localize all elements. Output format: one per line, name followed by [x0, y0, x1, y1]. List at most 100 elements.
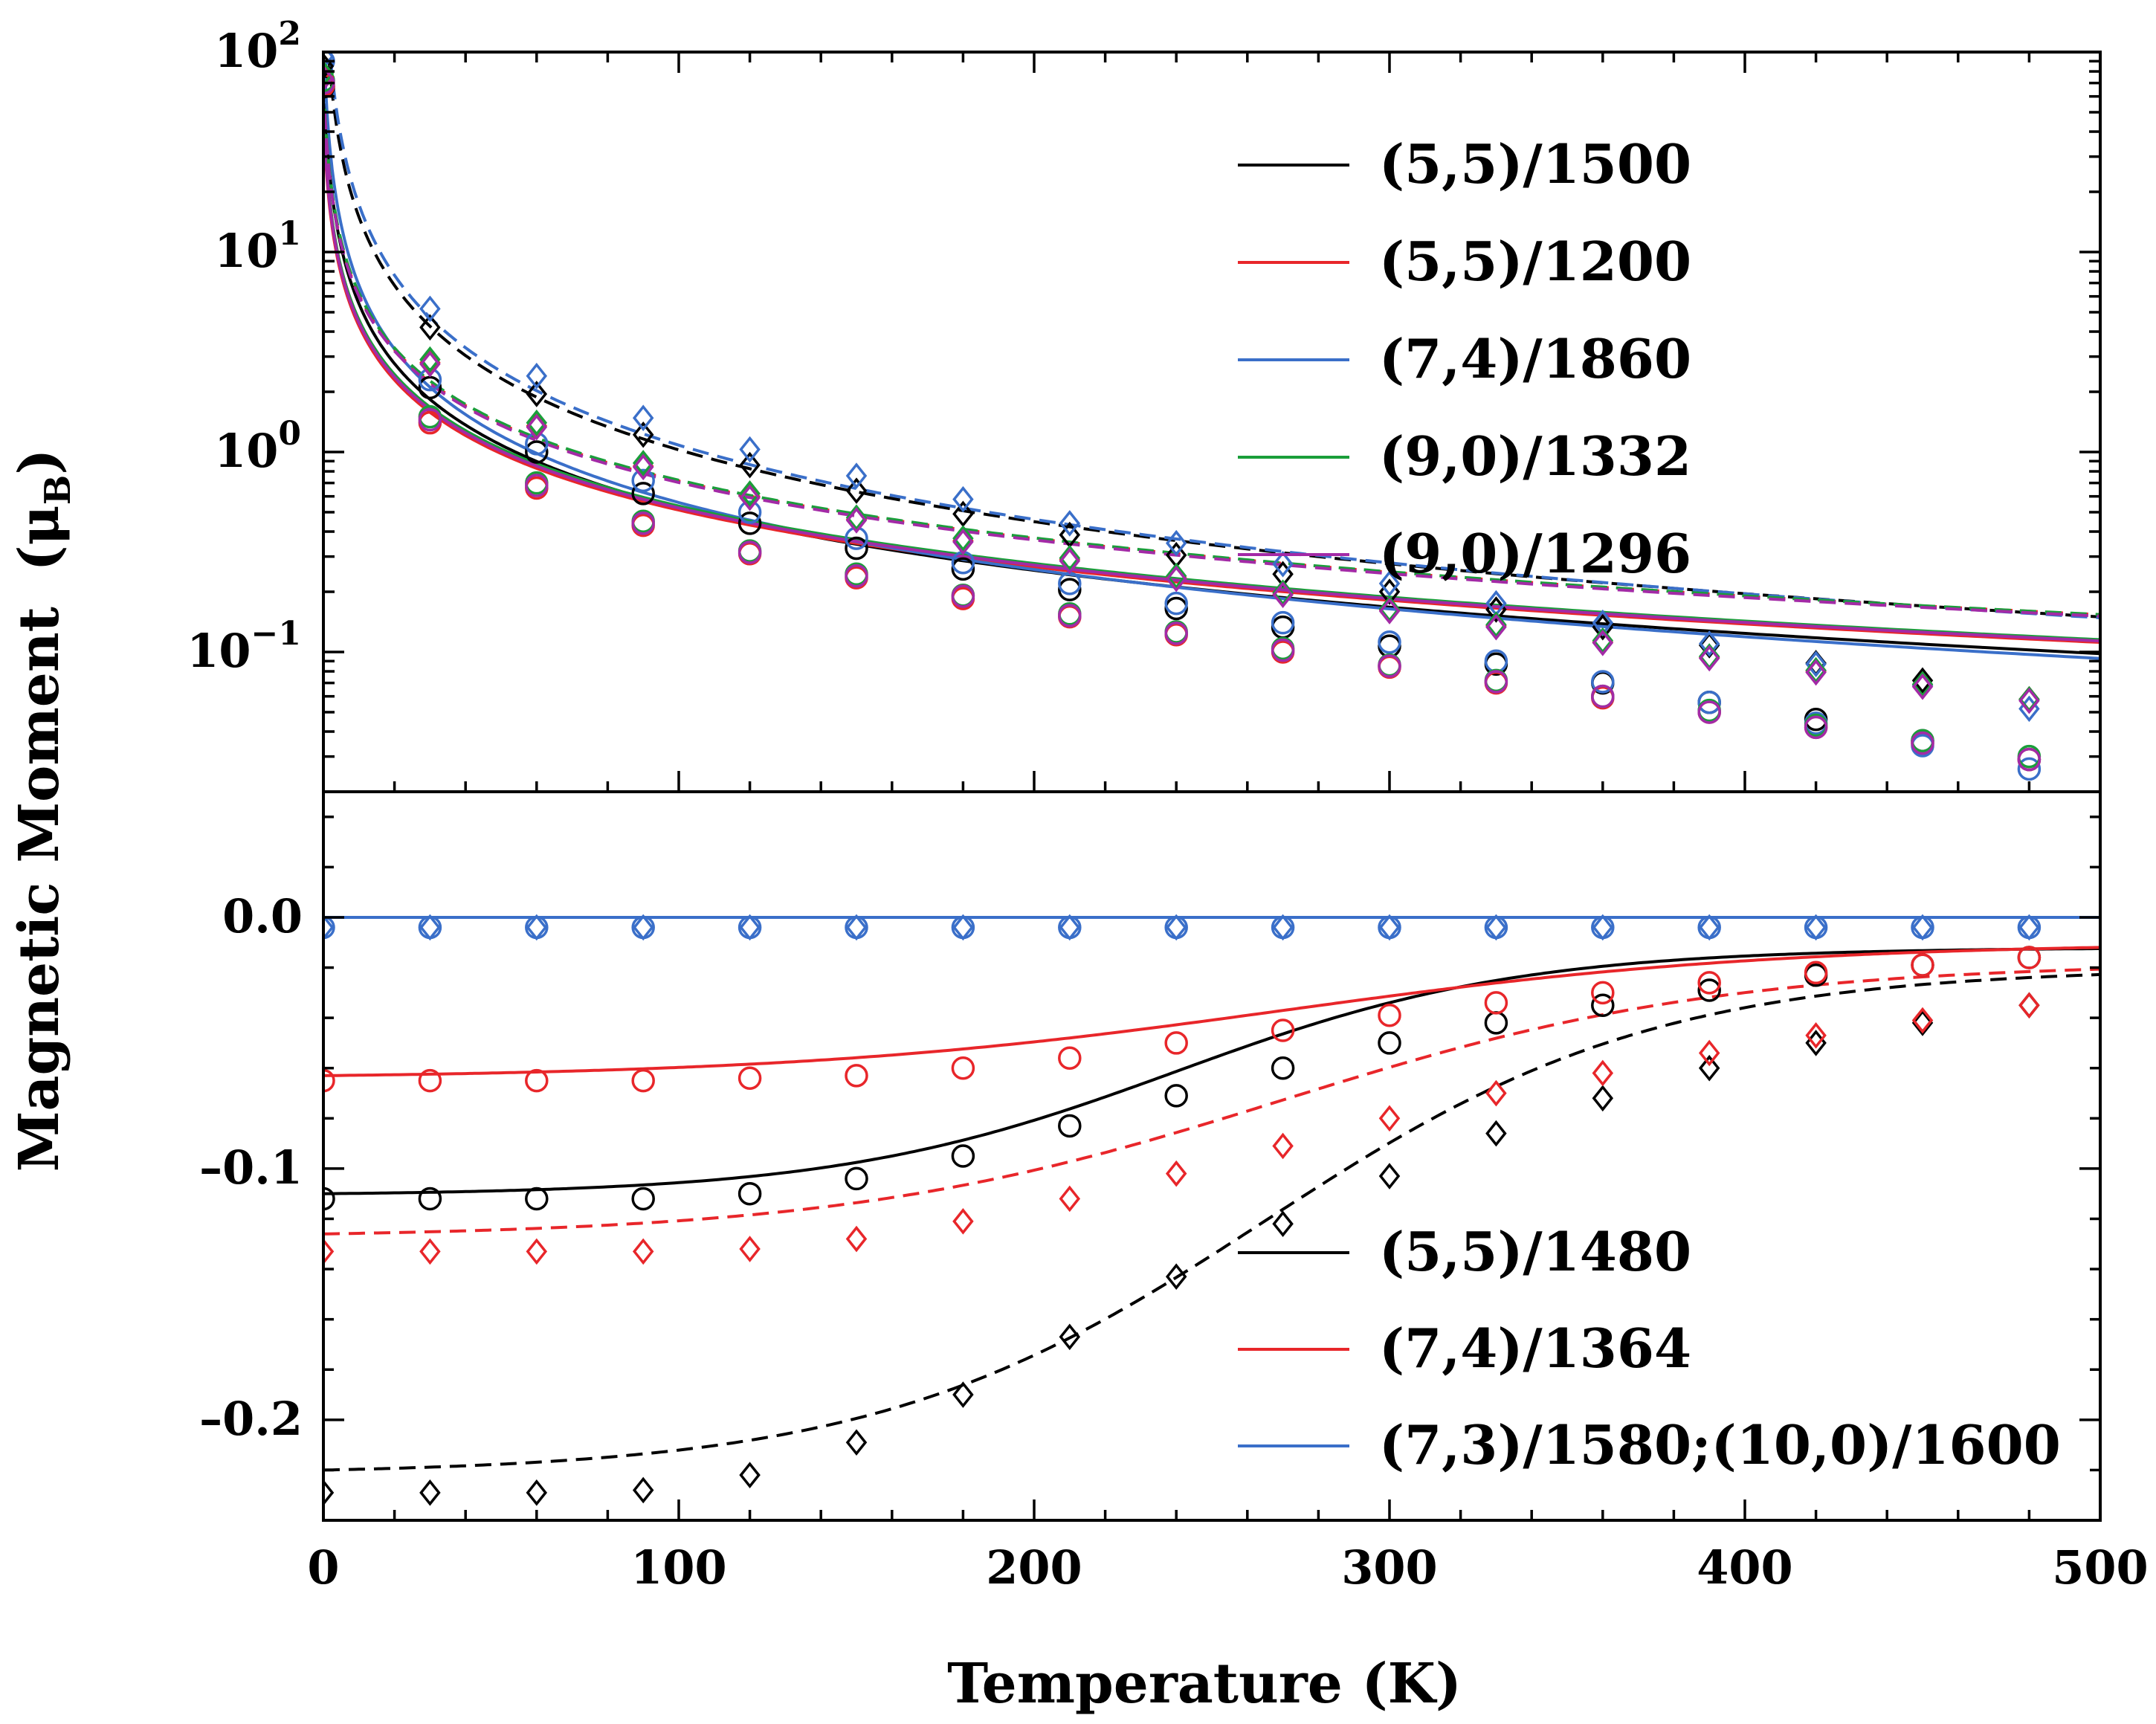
top-marker-8-10 [1378, 595, 1401, 622]
bottom-marker-4-10-1 [1378, 914, 1401, 941]
top-marker-9-3 [632, 453, 654, 481]
top-marker-8-2 [526, 409, 548, 436]
xtick-label-2: 200 [986, 1540, 1082, 1595]
top-marker-2-4 [738, 500, 762, 524]
bottom-curve-0 [323, 947, 2100, 1195]
top-curve-1 [323, 144, 2100, 644]
bottom-marker-0-5-0 [845, 1166, 868, 1191]
bottom-marker-4-12-1 [1592, 914, 1614, 941]
top-marker-9-0 [323, 65, 335, 91]
top-marker-2-16 [2017, 757, 2042, 781]
top-marker-8-11 [1485, 611, 1507, 639]
bottom-marker-3-12-0 [1592, 1059, 1614, 1087]
top-ytick-base: 10 [187, 624, 251, 678]
y-axis-title-text: Magnetic Moment [7, 607, 71, 1172]
bottom-marker-0-11-0 [1484, 1011, 1508, 1035]
bottom-marker-4-6-1 [952, 914, 974, 941]
bottom-marker-1-9-0 [1271, 1018, 1295, 1042]
top-curve-4 [323, 140, 2100, 643]
bottom-marker-3-5-0 [845, 1225, 868, 1253]
top-marker-7-5 [845, 462, 868, 489]
bottom-marker-0-13-0 [1697, 978, 1721, 1002]
top-marker-4-2 [525, 474, 549, 497]
top-marker-9-10 [1378, 598, 1401, 624]
top-ytick-base: 10 [214, 24, 278, 78]
top-ytick-exp: 1 [278, 215, 301, 253]
bottom-marker-0-12-0 [1591, 993, 1615, 1017]
bottom-marker-4-14-1 [1805, 914, 1827, 941]
bottom-marker-0-7-0 [1058, 1114, 1082, 1138]
bottom-marker-1-2-0 [525, 1068, 549, 1093]
bottom-marker-3-4-0 [739, 1236, 761, 1262]
top-marker-0-6 [951, 557, 975, 581]
bottom-marker-3-10-0 [1378, 1105, 1401, 1132]
bottom-marker-0-3-0 [631, 1187, 655, 1211]
top-marker-9-2 [526, 413, 548, 441]
top-marker-5-5 [845, 477, 868, 504]
top-marker-9-1 [419, 351, 441, 378]
bottom-marker-2-16-0 [2018, 992, 2040, 1019]
top-marker-9-8 [1165, 565, 1187, 593]
bottom-marker-3-0-0 [323, 1238, 335, 1265]
bottom-marker-2-11-0 [1485, 1120, 1507, 1147]
top-markers [323, 52, 2042, 781]
top-ytick-label-0: 102 [214, 15, 301, 78]
top-marker-9-15 [1911, 673, 1934, 700]
bottom-marker-1-13-0 [1697, 971, 1721, 995]
top-marker-4-4 [738, 540, 762, 564]
bottom-marker-3-3-0 [632, 1238, 654, 1265]
top-marker-2-8 [1164, 591, 1188, 616]
top-marker-8-4 [739, 480, 761, 507]
top-marker-4-14 [1804, 715, 1828, 740]
bottom-marker-1-12-0 [1591, 981, 1615, 1005]
bottom-markers [323, 914, 2042, 1506]
bottom-marker-1-7-0 [1058, 1046, 1082, 1070]
top-marker-9-12 [1592, 629, 1614, 656]
top-curve-3 [323, 136, 2100, 642]
bottom-curve-3 [323, 967, 2100, 1236]
top-curves [323, 52, 2100, 660]
bottom-marker-4-0-1 [323, 914, 335, 941]
bottom-marker-2-2-0 [526, 1479, 548, 1506]
xtick-label-1: 100 [630, 1540, 726, 1595]
top-marker-4-10 [1378, 654, 1401, 678]
bottom-ytick-label-2: –0.2 [199, 1392, 303, 1446]
top-marker-5-3 [632, 421, 654, 448]
bottom-marker-2-4-0 [739, 1462, 761, 1488]
top-marker-9-13 [1698, 645, 1720, 672]
top-marker-7-14 [1805, 650, 1827, 678]
y-axis-unit-subscript: B [37, 475, 79, 506]
bottom-marker-3-14-0 [1805, 1021, 1827, 1049]
top-ytick-exp: −1 [251, 615, 301, 653]
top-marker-4-11 [1484, 670, 1508, 694]
bottom-marker-1-4-0 [738, 1066, 762, 1090]
top-marker-2-10 [1378, 630, 1401, 654]
top-ytick-base: 10 [214, 224, 278, 278]
top-marker-5-2 [526, 381, 548, 407]
top-ytick-exp: 2 [278, 15, 301, 53]
bottom-marker-3-8-0 [1165, 1160, 1187, 1187]
top-marker-8-14 [1805, 656, 1827, 684]
top-marker-8-6 [952, 525, 974, 552]
top-marker-0-4 [738, 511, 762, 535]
bottom-marker-2-9-0 [1272, 1210, 1294, 1238]
bottom-marker-3-15-0 [1911, 1007, 1934, 1034]
bottom-marker-1-1-0 [418, 1068, 442, 1093]
bottom-marker-1-8-0 [1164, 1031, 1188, 1055]
bottom-frame [322, 790, 2102, 1522]
xtick-label-3: 300 [1341, 1540, 1437, 1595]
top-curve-7 [328, 52, 2100, 619]
top-marker-7-12 [1592, 609, 1614, 636]
bottom-marker-2-12-0 [1592, 1085, 1614, 1112]
bottom-marker-2-14-0 [1805, 1030, 1827, 1056]
bottom-ytick-label-0: 0.0 [222, 889, 303, 943]
top-legend-label-0: (5,5)/1500 [1379, 132, 1691, 196]
bottom-marker-3-6-0 [952, 1208, 974, 1235]
top-marker-7-2 [526, 362, 548, 390]
top-frame [322, 51, 2102, 793]
bottom-marker-2-3-0 [632, 1476, 654, 1504]
top-marker-7-9 [1272, 551, 1294, 578]
top-marker-0-2 [525, 440, 549, 464]
bottom-legend-label-2: (7,3)/1580;(10,0)/1600 [1379, 1413, 2061, 1476]
